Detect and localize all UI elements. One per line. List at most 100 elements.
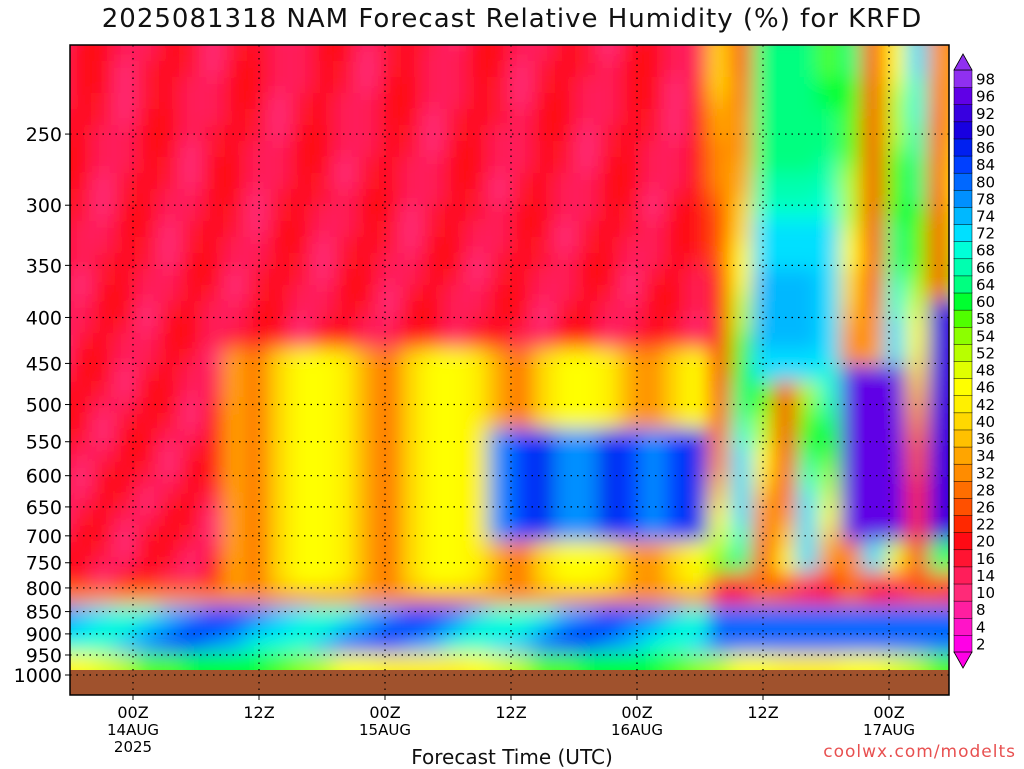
rh-cell xyxy=(378,253,401,270)
rh-cell xyxy=(620,477,643,494)
rh-cell xyxy=(378,173,401,190)
rh-cell xyxy=(268,157,291,174)
rh-cell xyxy=(444,605,467,622)
rh-cell xyxy=(180,413,203,430)
rh-cell xyxy=(70,333,71,350)
rh-cell xyxy=(180,45,203,62)
rh-cell xyxy=(378,493,401,510)
rh-cell xyxy=(378,349,401,366)
rh-cell xyxy=(664,653,687,670)
rh-cell xyxy=(334,269,357,286)
rh-cell xyxy=(862,253,885,270)
rh-cell xyxy=(136,189,159,206)
x-tick-label: 17AUG xyxy=(863,721,915,739)
rh-cell xyxy=(180,109,203,126)
rh-cell xyxy=(268,573,291,590)
rh-cell xyxy=(818,541,841,558)
rh-cell xyxy=(708,333,731,350)
rh-cell xyxy=(114,253,137,270)
rh-cell xyxy=(334,397,357,414)
rh-cell xyxy=(246,253,269,270)
rh-cell xyxy=(554,301,577,318)
rh-cell xyxy=(378,93,401,110)
rh-cell xyxy=(158,189,181,206)
rh-cell xyxy=(158,381,181,398)
rh-cell xyxy=(576,397,599,414)
rh-cell xyxy=(906,445,929,462)
rh-cell xyxy=(444,541,467,558)
rh-cell xyxy=(224,141,247,158)
rh-cell xyxy=(444,93,467,110)
rh-cell xyxy=(422,253,445,270)
rh-cell xyxy=(92,317,115,334)
rh-cell xyxy=(488,61,511,78)
rh-cell xyxy=(466,157,489,174)
rh-cell xyxy=(114,205,137,222)
rh-cell xyxy=(444,141,467,158)
rh-cell xyxy=(92,301,115,318)
x-tick-label: 00Z xyxy=(873,703,904,722)
rh-cell xyxy=(774,429,797,446)
rh-cell xyxy=(796,157,819,174)
rh-cell xyxy=(796,237,819,254)
rh-cell xyxy=(268,205,291,222)
rh-cell xyxy=(136,349,159,366)
rh-cell xyxy=(422,525,445,542)
rh-cell xyxy=(180,429,203,446)
rh-cell xyxy=(466,173,489,190)
rh-cell xyxy=(686,477,709,494)
rh-cell xyxy=(312,45,335,62)
rh-cell xyxy=(752,45,775,62)
rh-cell xyxy=(862,189,885,206)
rh-cell xyxy=(686,189,709,206)
rh-cell xyxy=(202,445,225,462)
rh-cell xyxy=(444,237,467,254)
rh-cell xyxy=(774,221,797,238)
rh-cell xyxy=(884,637,907,654)
rh-cell xyxy=(444,461,467,478)
rh-cell xyxy=(114,461,137,478)
rh-cell xyxy=(158,141,181,158)
rh-cell xyxy=(356,541,379,558)
rh-cell xyxy=(774,157,797,174)
rh-cell xyxy=(774,173,797,190)
rh-cell xyxy=(510,349,533,366)
rh-cell xyxy=(796,285,819,302)
rh-cell xyxy=(202,93,225,110)
rh-cell xyxy=(730,573,753,590)
rh-cell xyxy=(818,253,841,270)
colorbar-label: 34 xyxy=(976,447,995,465)
y-tick-label: 600 xyxy=(26,466,62,488)
rh-cell xyxy=(136,589,159,606)
rh-cell xyxy=(862,573,885,590)
rh-cell xyxy=(202,509,225,526)
rh-cell xyxy=(510,509,533,526)
rh-cell xyxy=(576,541,599,558)
rh-cell xyxy=(114,285,137,302)
rh-cell xyxy=(422,173,445,190)
rh-cell xyxy=(752,301,775,318)
rh-cell xyxy=(378,541,401,558)
rh-cell xyxy=(70,173,93,190)
rh-cell xyxy=(532,221,555,238)
rh-cell xyxy=(774,477,797,494)
rh-cell xyxy=(620,381,643,398)
rh-cell xyxy=(422,93,445,110)
rh-cell xyxy=(840,221,863,238)
rh-cell xyxy=(906,173,929,190)
rh-cell xyxy=(290,45,313,46)
rh-cell xyxy=(180,173,203,190)
rh-cell xyxy=(92,333,115,350)
rh-cell xyxy=(532,573,555,590)
rh-cell xyxy=(928,637,949,654)
rh-cell xyxy=(796,77,819,94)
rh-cell xyxy=(224,77,247,94)
rh-cell xyxy=(202,381,225,398)
rh-cell xyxy=(158,525,181,542)
rh-cell xyxy=(730,637,753,654)
rh-cell xyxy=(532,493,555,510)
rh-cell xyxy=(466,285,489,302)
rh-cell xyxy=(158,509,181,526)
rh-cell xyxy=(576,301,599,318)
rh-cell xyxy=(532,301,555,318)
